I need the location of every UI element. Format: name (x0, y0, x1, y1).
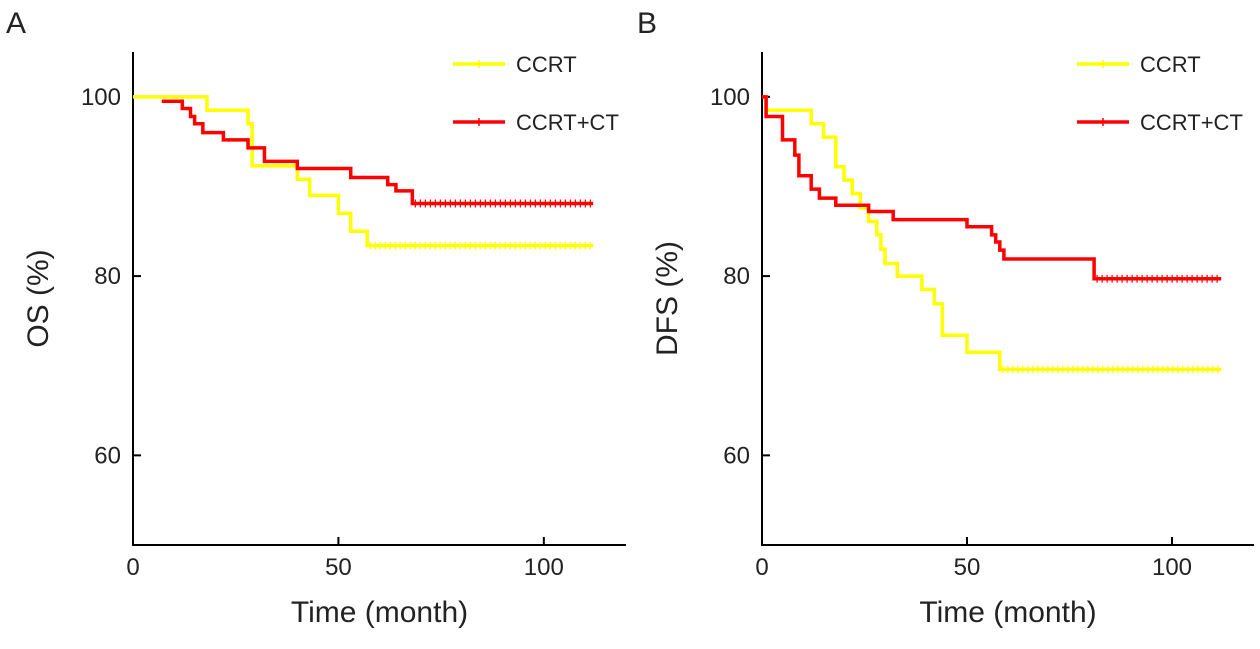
panel-a-y-tick-label: 80 (94, 263, 121, 290)
panel-a-legend-label-ccrt: CCRT (516, 52, 577, 77)
panel-a-x-tick-label: 0 (126, 554, 139, 581)
panel-b-legend-label-ccrt: CCRT (1140, 52, 1201, 77)
panel-a-y-tick-label: 60 (94, 442, 121, 469)
panel-b-letter: B (637, 7, 657, 40)
panel-a-series-ccrt-plus-ct-line (161, 99, 594, 206)
panel-b-y-tick-label: 80 (723, 263, 750, 290)
panel-b-dfs-chart: B 0 50 100 60 80 100 Time (month) DFS (%) CCRT CCR… (637, 7, 1254, 629)
panel-b-series-ccrt-censor-marks (1002, 365, 1219, 374)
panel-b-series-ccrt-plus-ct-line (762, 95, 1222, 281)
panel-a-series-ccrt-censor-marks (369, 241, 591, 250)
panel-a-y-tick-label: 100 (81, 84, 121, 111)
panel-b-x-axis-label: Time (month) (919, 596, 1096, 629)
panel-a-legend-label-ccrt-plus-ct: CCRT+CT (516, 110, 619, 135)
panel-b-series-ccrt-plus-ct-censor-marks (1096, 274, 1218, 283)
panel-a-series-ccrt-line (133, 95, 594, 248)
panel-b-legend-label-ccrt-plus-ct: CCRT+CT (1140, 110, 1243, 135)
panel-b-x-tick-label: 100 (1152, 554, 1192, 581)
panel-b-series-ccrt-line (762, 95, 1222, 372)
panel-a-y-axis-label: OS (%) (22, 249, 55, 347)
panel-b-y-tick-label: 60 (723, 442, 750, 469)
panel-a-letter: A (6, 7, 26, 40)
panel-a-os-chart: A 0 50 100 60 80 100 Time (month) OS (%) CCRT CCRT… (6, 7, 626, 629)
panel-a-x-tick-label: 50 (325, 554, 352, 581)
panel-b-x-tick-label: 0 (755, 554, 768, 581)
panel-a-x-axis-label: Time (month) (291, 596, 468, 629)
panel-a-x-tick-label: 100 (524, 554, 564, 581)
panel-a-series-ccrt-plus-ct-censor-marks (414, 199, 591, 208)
panel-b-x-tick-label: 50 (954, 554, 981, 581)
panel-b-y-axis-label: DFS (%) (651, 241, 684, 356)
panel-b-y-tick-label: 100 (710, 84, 750, 111)
